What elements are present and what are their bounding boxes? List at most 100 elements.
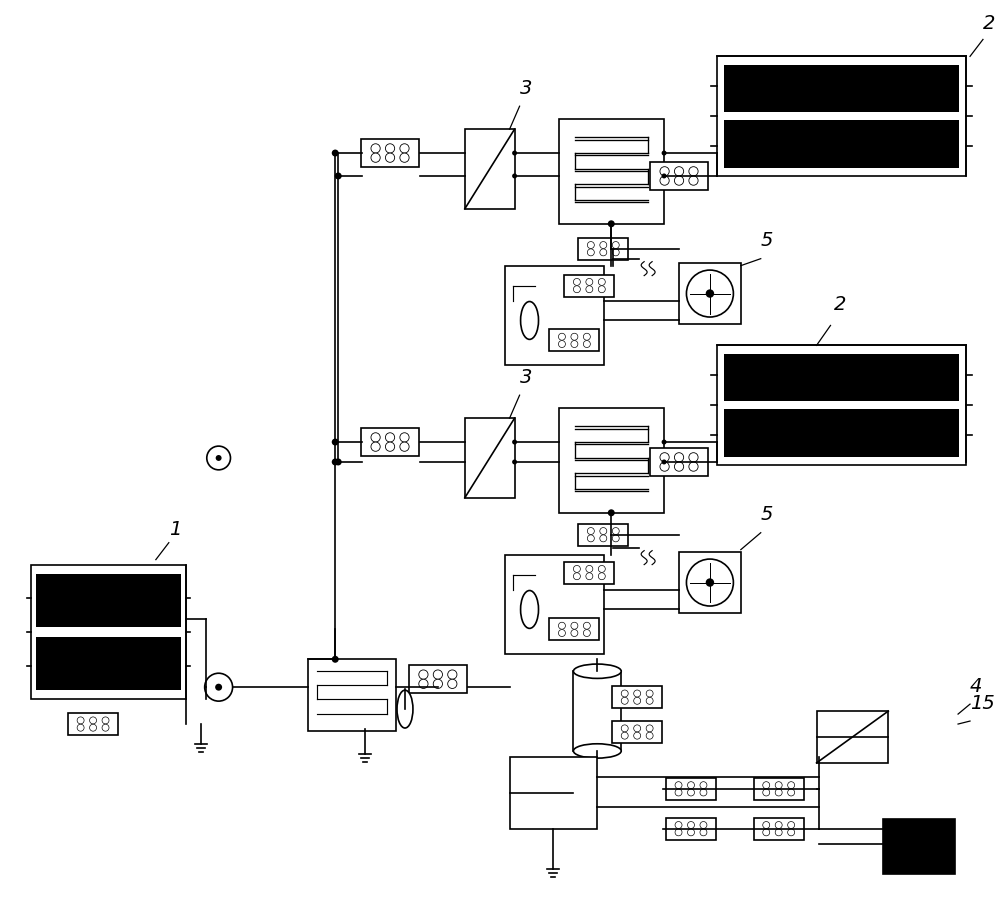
- Circle shape: [662, 150, 667, 156]
- Circle shape: [660, 452, 669, 462]
- Circle shape: [646, 690, 653, 697]
- Circle shape: [646, 697, 653, 705]
- Circle shape: [433, 679, 442, 688]
- Circle shape: [77, 724, 84, 732]
- Circle shape: [573, 286, 580, 293]
- Bar: [505, 555, 604, 654]
- Bar: [559, 119, 664, 223]
- Circle shape: [612, 249, 619, 256]
- Bar: [361, 139, 419, 167]
- Circle shape: [583, 623, 590, 629]
- Circle shape: [700, 789, 707, 796]
- Circle shape: [660, 462, 669, 471]
- Circle shape: [448, 670, 457, 679]
- Bar: [36, 637, 181, 690]
- Bar: [754, 778, 804, 800]
- Circle shape: [598, 566, 605, 572]
- Circle shape: [600, 249, 607, 256]
- Circle shape: [571, 341, 578, 348]
- Circle shape: [335, 459, 342, 466]
- Bar: [724, 354, 959, 401]
- Bar: [679, 263, 741, 324]
- Circle shape: [90, 724, 97, 732]
- Bar: [510, 757, 597, 829]
- Circle shape: [608, 221, 615, 227]
- Circle shape: [583, 630, 590, 636]
- Circle shape: [332, 656, 339, 663]
- Bar: [36, 574, 181, 627]
- Circle shape: [400, 442, 409, 451]
- Bar: [465, 418, 515, 498]
- Circle shape: [586, 573, 593, 579]
- Circle shape: [775, 829, 782, 836]
- Bar: [465, 129, 515, 209]
- Circle shape: [621, 690, 628, 697]
- Circle shape: [612, 241, 619, 249]
- Circle shape: [634, 697, 641, 705]
- Circle shape: [612, 528, 619, 534]
- Circle shape: [621, 697, 628, 705]
- Circle shape: [700, 829, 707, 836]
- Circle shape: [700, 822, 707, 829]
- Circle shape: [400, 144, 409, 153]
- Circle shape: [763, 822, 770, 829]
- Text: 15: 15: [970, 694, 995, 713]
- Circle shape: [675, 782, 682, 788]
- Circle shape: [674, 462, 684, 471]
- Bar: [666, 778, 716, 800]
- Bar: [505, 266, 604, 365]
- Circle shape: [706, 289, 714, 297]
- Text: 2: 2: [983, 14, 995, 33]
- Circle shape: [634, 733, 641, 739]
- Bar: [564, 561, 614, 584]
- Bar: [883, 819, 955, 874]
- Circle shape: [102, 724, 109, 732]
- Circle shape: [600, 241, 607, 249]
- Circle shape: [583, 341, 590, 348]
- Ellipse shape: [573, 744, 621, 758]
- Circle shape: [788, 789, 795, 796]
- Circle shape: [571, 623, 578, 629]
- Circle shape: [688, 829, 694, 836]
- Circle shape: [90, 717, 97, 724]
- Bar: [564, 275, 614, 296]
- Bar: [679, 551, 741, 614]
- Circle shape: [634, 690, 641, 697]
- Ellipse shape: [521, 590, 539, 628]
- Bar: [549, 618, 599, 641]
- Circle shape: [558, 341, 565, 348]
- Circle shape: [558, 630, 565, 636]
- Circle shape: [586, 286, 593, 293]
- Circle shape: [586, 278, 593, 286]
- Circle shape: [686, 270, 733, 317]
- Circle shape: [586, 566, 593, 572]
- Circle shape: [587, 241, 594, 249]
- Circle shape: [788, 829, 795, 836]
- Bar: [612, 687, 662, 708]
- Circle shape: [621, 733, 628, 739]
- Circle shape: [689, 176, 698, 186]
- Circle shape: [583, 333, 590, 341]
- Circle shape: [674, 452, 684, 462]
- Circle shape: [686, 559, 733, 606]
- Bar: [573, 671, 621, 751]
- Circle shape: [558, 333, 565, 341]
- Circle shape: [600, 528, 607, 534]
- Circle shape: [674, 167, 684, 176]
- Circle shape: [332, 459, 339, 466]
- Circle shape: [512, 440, 517, 444]
- Circle shape: [689, 452, 698, 462]
- Circle shape: [512, 460, 517, 464]
- Text: 3: 3: [520, 79, 532, 98]
- Circle shape: [788, 822, 795, 829]
- Circle shape: [763, 789, 770, 796]
- Circle shape: [371, 144, 380, 153]
- Circle shape: [788, 782, 795, 788]
- Bar: [724, 65, 959, 112]
- Bar: [31, 565, 186, 699]
- Circle shape: [419, 679, 428, 688]
- Bar: [754, 818, 804, 840]
- Text: 4: 4: [970, 678, 982, 696]
- Circle shape: [646, 725, 653, 732]
- Bar: [409, 665, 467, 693]
